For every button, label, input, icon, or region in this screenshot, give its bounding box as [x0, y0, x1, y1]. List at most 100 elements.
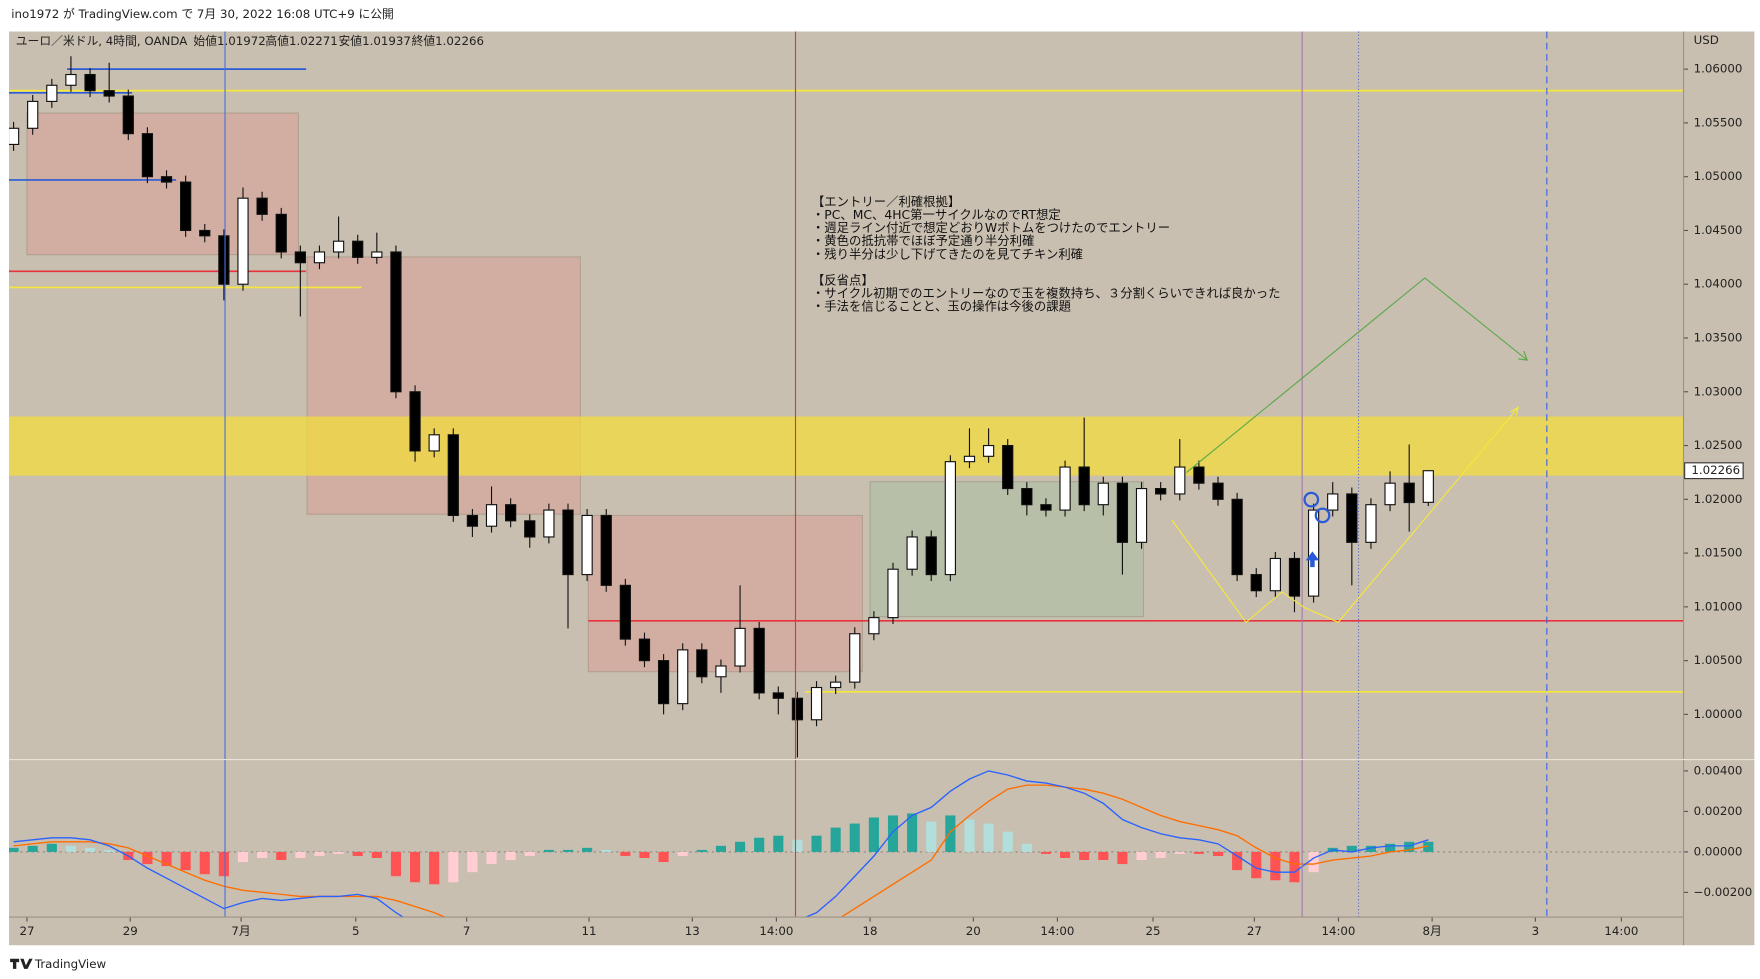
arrow-head	[1518, 350, 1529, 361]
histogram-bar	[1155, 851, 1166, 858]
x-tick-label: 5	[352, 924, 360, 938]
histogram-bar	[1423, 841, 1434, 852]
candle-body	[849, 633, 861, 683]
x-tick-label: 14:00	[759, 924, 793, 938]
histogram-bar	[352, 851, 363, 856]
histogram-bar	[524, 851, 535, 856]
close-info: 終値1.02266	[412, 34, 484, 48]
histogram-bar	[27, 845, 38, 852]
macd-layer	[8, 770, 1684, 918]
candle-body	[485, 504, 498, 527]
candle-body	[524, 520, 536, 538]
y-tick-label: 1.00000	[1694, 707, 1743, 721]
projection-drawing	[1186, 277, 1528, 474]
histogram-bar	[562, 849, 574, 852]
y-tick-label: 1.00500	[1694, 653, 1743, 667]
x-tick-label: 7	[463, 924, 471, 938]
candle-body	[1155, 487, 1167, 495]
low-info: 安値1.01937	[339, 34, 411, 48]
candle-body	[199, 229, 211, 237]
histogram-bar	[1270, 851, 1281, 881]
candle-body	[313, 251, 326, 264]
axis-layer: 1.06000 1.05500 1.05000 1.04500 1.04000 1.035…	[19, 31, 1753, 938]
candle-body	[46, 84, 58, 102]
candle-body	[218, 235, 230, 285]
note-heading: 【エントリー／利確根拠】	[812, 194, 960, 209]
signal-line	[13, 784, 1429, 918]
candle-body	[428, 434, 440, 452]
macd-line	[13, 770, 1429, 918]
histogram-bar	[983, 823, 994, 852]
histogram-bar	[46, 843, 57, 852]
x-tick-label: 27	[19, 924, 34, 938]
histogram-bar	[696, 849, 707, 852]
candle-body	[352, 240, 364, 258]
candle-body	[1365, 504, 1377, 543]
y-tick-label: −0.00200	[1694, 885, 1753, 899]
candle-body	[332, 240, 345, 253]
histogram-bar	[505, 851, 516, 861]
histogram-bar	[1232, 851, 1243, 871]
note-line: ・サイクル初期でのエントリーなので玉を複数持ち、３分割くらいできれば良かった	[812, 285, 1281, 300]
candle-body	[1327, 493, 1339, 511]
histogram-bar	[486, 851, 497, 865]
histogram-bar	[1174, 851, 1185, 854]
arrow-head	[1510, 406, 1520, 417]
candle-body	[1097, 482, 1109, 506]
histogram-bar	[218, 851, 229, 877]
note-line: ・PC、MC、4HC第一サイクルなのでRT想定	[812, 207, 1061, 222]
candle-body	[141, 133, 154, 178]
x-tick-label: 20	[966, 924, 981, 938]
histogram-bar	[964, 819, 975, 852]
y-tick-label: 1.04500	[1694, 223, 1743, 237]
y-tick-label: 0.00400	[1694, 763, 1743, 777]
candle-body	[256, 197, 268, 215]
x-tick-label: 29	[123, 924, 138, 938]
y-tick-label: 1.05500	[1694, 115, 1743, 129]
candle-body	[1116, 482, 1129, 543]
candle-body	[753, 627, 765, 694]
candle-body	[294, 251, 306, 264]
histogram-bar	[390, 851, 402, 877]
x-tick-label: 27	[1247, 924, 1262, 938]
entry-marker	[1303, 491, 1320, 508]
histogram-bar	[1289, 851, 1300, 883]
candle-body	[791, 697, 804, 721]
histogram-bar	[1212, 851, 1224, 856]
histogram-bar	[715, 845, 727, 852]
histogram-bar	[409, 851, 421, 883]
histogram-bar	[276, 851, 287, 861]
histogram-bar	[582, 847, 593, 852]
note-line: ・週足ライン付近で想定どおりWボトムをつけたのでエントリー	[812, 220, 1170, 235]
candle-body	[696, 649, 708, 678]
histogram-bar	[1365, 845, 1377, 852]
exit-marker	[1314, 507, 1331, 524]
histogram-bar	[104, 849, 115, 852]
y-tick-label: 1.03000	[1694, 384, 1743, 398]
y-tick-label: 1.03500	[1694, 331, 1743, 345]
candle-body	[237, 197, 249, 285]
candle-body	[1174, 466, 1186, 495]
x-tick-label: 18	[863, 924, 878, 938]
y-tick-label: 1.02500	[1694, 438, 1743, 452]
y-tick-label: 1.05000	[1694, 169, 1743, 183]
histogram-bar	[601, 849, 612, 852]
candle-body	[1021, 487, 1033, 506]
buy-arrow	[1305, 551, 1320, 568]
histogram-bar	[84, 847, 96, 852]
x-tick-label: 11	[582, 924, 597, 938]
candle-body	[122, 95, 134, 135]
histogram-bar	[1040, 851, 1052, 854]
currency: USD	[1694, 33, 1719, 47]
range-box	[26, 112, 300, 256]
candle-body	[868, 617, 880, 635]
histogram-bar	[314, 851, 325, 856]
y-tick-label: 1.06000	[1694, 62, 1743, 76]
candle-body	[887, 568, 899, 619]
histogram-bar	[639, 851, 650, 858]
x-tick-label: 14:00	[1604, 924, 1638, 938]
histogram-bar	[1079, 851, 1090, 861]
histogram-bar	[868, 817, 879, 852]
